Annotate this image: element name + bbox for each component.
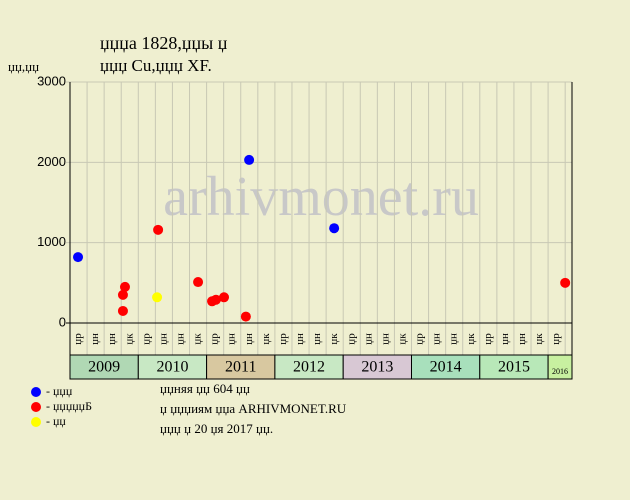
quarter-label: џр: [140, 333, 152, 345]
quarter-label: џк: [328, 333, 340, 345]
quarter-label: џн: [243, 333, 255, 345]
legend-marker: [31, 387, 41, 397]
point: [219, 292, 230, 303]
year-label: 2010: [156, 359, 188, 376]
point: [117, 305, 128, 316]
year-band: [69, 354, 139, 380]
quarter-label: џр: [277, 333, 289, 345]
quarter-label: џр: [414, 333, 426, 345]
point: [153, 224, 164, 235]
quarter-label: џр: [72, 333, 84, 345]
quarter-label: џн: [499, 333, 511, 345]
legend-marker: [31, 417, 41, 427]
legend-label: - џџџ: [46, 384, 73, 398]
note: џџџ џ 20 џя 2017 џџ.: [160, 421, 273, 436]
year-band: [547, 354, 573, 380]
y-tick-label: 0: [59, 314, 66, 329]
quarter-label: џн: [362, 333, 374, 345]
quarter-label: џк: [396, 333, 408, 345]
point: [244, 154, 255, 165]
quarter-label: џк: [260, 333, 272, 345]
year-label: 2015: [498, 359, 530, 376]
y-tick-label: 3000: [37, 73, 66, 88]
quarter-label: џн: [175, 333, 187, 345]
quarter-label: џн: [311, 333, 323, 345]
quarter-label: џн: [448, 333, 460, 345]
year-label: 2012: [293, 359, 325, 376]
year-label: 2009: [88, 359, 120, 376]
y-tick-label: 1000: [37, 234, 66, 249]
quarter-label: џн: [516, 333, 528, 345]
quarter-label: џр: [550, 333, 562, 345]
quarter-label: џн: [431, 333, 443, 345]
year-band: [479, 354, 549, 380]
quarter-label: џк: [465, 333, 477, 345]
quarter-label: џр: [209, 333, 221, 345]
quarter-label: џн: [294, 333, 306, 345]
chart-title: џџџа 1828,џџы џ: [100, 33, 228, 53]
quarter-label: џр: [482, 333, 494, 345]
year-label: 2013: [361, 359, 393, 376]
chart-subtitle: џџџ Cu,џџџ XF.: [100, 56, 212, 75]
quarter-label: џн: [106, 333, 118, 345]
quarter-label: џк: [123, 333, 135, 345]
point: [193, 277, 204, 288]
legend-label: - џџџџџБ: [46, 399, 92, 413]
year-band: [206, 354, 276, 380]
point: [560, 277, 571, 288]
point: [117, 289, 128, 300]
year-band: [410, 354, 481, 380]
quarter-label: џн: [379, 333, 391, 345]
quarter-label: џн: [226, 333, 238, 345]
point: [152, 292, 163, 303]
year-label: 2011: [225, 359, 256, 376]
y-tick-label: 2000: [37, 154, 66, 169]
note: џџняя џџ 604 џџ: [160, 381, 250, 396]
quarter-label: џн: [157, 333, 169, 345]
point: [119, 281, 130, 292]
point: [240, 311, 251, 322]
point: [329, 223, 340, 234]
quarter-label: џк: [533, 333, 545, 345]
quarter-label: џк: [192, 333, 204, 345]
legend-label: - џџ: [46, 414, 66, 428]
point: [73, 252, 84, 263]
quarter-label: џн: [89, 333, 101, 345]
y-axis-label: џџ,џџ: [8, 59, 39, 74]
note: џ џџџиям џџа ARHIVMONET.RU: [160, 401, 347, 416]
year-band: [342, 354, 412, 380]
point: [210, 294, 221, 305]
legend-marker: [31, 402, 41, 412]
year-label: 2016: [552, 367, 568, 376]
year-label: 2014: [430, 359, 462, 376]
quarter-label: џр: [345, 333, 357, 345]
watermark: arhivmonet.ru: [163, 166, 479, 228]
